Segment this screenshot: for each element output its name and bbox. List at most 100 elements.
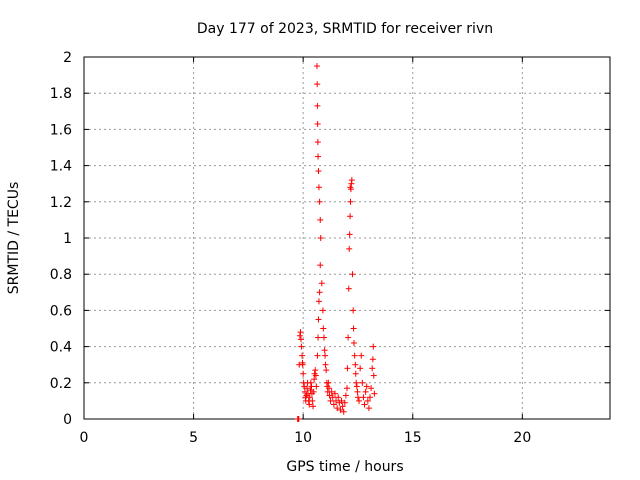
data-point	[307, 387, 314, 394]
data-point	[350, 325, 357, 332]
data-point	[348, 177, 355, 184]
x-tick-label: 0	[80, 430, 89, 446]
data-point	[347, 184, 354, 191]
chart-title: Day 177 of 2023, SRMTID for receiver riv…	[197, 21, 493, 37]
y-tick-label: 1.8	[50, 86, 72, 102]
data-point	[337, 406, 344, 413]
data-point	[351, 352, 358, 359]
data-point	[296, 332, 303, 339]
data-point	[321, 347, 328, 354]
y-tick-label: 0.4	[50, 340, 72, 356]
data-point	[309, 397, 316, 404]
data-point	[341, 399, 348, 406]
data-point	[315, 184, 322, 191]
data-point	[329, 394, 336, 401]
data-point	[317, 235, 324, 241]
data-point	[320, 325, 327, 332]
data-point	[316, 198, 323, 205]
plot-frame	[83, 56, 611, 420]
data-point	[326, 385, 333, 392]
data-point	[299, 361, 306, 368]
data-point	[317, 216, 324, 223]
x-axis-label: GPS time / hours	[286, 459, 403, 475]
data-point	[315, 168, 322, 175]
y-tick-label: 0.2	[50, 376, 72, 392]
y-tick-label: 1.6	[50, 122, 72, 138]
data-point	[356, 397, 363, 404]
data-point	[322, 361, 329, 368]
data-point	[315, 316, 322, 323]
data-point	[315, 153, 322, 160]
data-point	[345, 285, 352, 292]
data-point	[313, 63, 320, 70]
x-tick-label: 20	[513, 430, 531, 446]
data-point	[351, 339, 358, 346]
y-tick-label: 0	[63, 412, 72, 428]
data-point	[371, 390, 378, 397]
data-point	[346, 245, 353, 252]
y-tick-label: 1.4	[50, 159, 72, 175]
data-point	[319, 307, 326, 314]
data-point	[314, 120, 321, 127]
grid	[84, 57, 610, 419]
data-point	[310, 403, 317, 410]
data-point	[306, 401, 313, 408]
data-point	[315, 334, 322, 341]
data-point	[320, 334, 327, 341]
data-point	[300, 370, 307, 377]
data-point	[335, 394, 342, 401]
data-point	[345, 334, 352, 341]
data-point	[327, 397, 334, 404]
x-tick-label: 10	[294, 430, 312, 446]
data-point	[333, 397, 340, 404]
data-point	[352, 370, 359, 377]
data-point	[340, 408, 347, 415]
data-point	[347, 213, 354, 220]
data-point	[363, 383, 370, 390]
data-point	[307, 379, 314, 386]
data-point	[367, 394, 374, 401]
data-point	[358, 352, 365, 359]
data-point	[354, 394, 361, 401]
data-point	[360, 394, 367, 401]
data-point	[326, 392, 333, 399]
data-point	[325, 379, 332, 386]
data-point	[310, 388, 317, 395]
data-point	[299, 352, 306, 359]
y-tick-label: 0.8	[50, 267, 72, 283]
y-tick-label: 1	[63, 231, 72, 247]
y-axis-label: SRMTID / TECUs	[6, 182, 22, 295]
data-point	[354, 388, 361, 395]
data-point	[344, 365, 351, 372]
data-point	[338, 397, 345, 404]
y-tick-label: 2	[63, 50, 72, 66]
data-point	[344, 385, 350, 392]
data-point	[331, 390, 338, 397]
data-point	[297, 336, 304, 343]
data-point	[346, 231, 353, 238]
data-point	[352, 361, 359, 368]
data-point	[357, 365, 364, 372]
data-point	[314, 139, 321, 146]
data-point	[362, 388, 369, 395]
data-point	[314, 352, 321, 359]
data-point	[361, 401, 368, 408]
data-point	[314, 81, 321, 88]
x-tick-label: 5	[189, 430, 198, 446]
data-point	[347, 198, 354, 205]
data-point	[318, 280, 325, 287]
axis-ticks: 00.20.40.60.811.21.41.61.820 5 10 15 20	[50, 50, 610, 446]
data-point	[312, 372, 319, 379]
data-point	[330, 401, 337, 408]
data-point	[328, 388, 335, 395]
data-point	[311, 376, 318, 383]
data-point	[364, 397, 371, 404]
data-point	[301, 388, 308, 395]
data-point	[369, 365, 376, 372]
data-point	[369, 356, 376, 363]
data-point	[315, 298, 322, 305]
data-point	[295, 416, 302, 422]
data-point	[349, 271, 356, 278]
data-point	[317, 262, 324, 269]
